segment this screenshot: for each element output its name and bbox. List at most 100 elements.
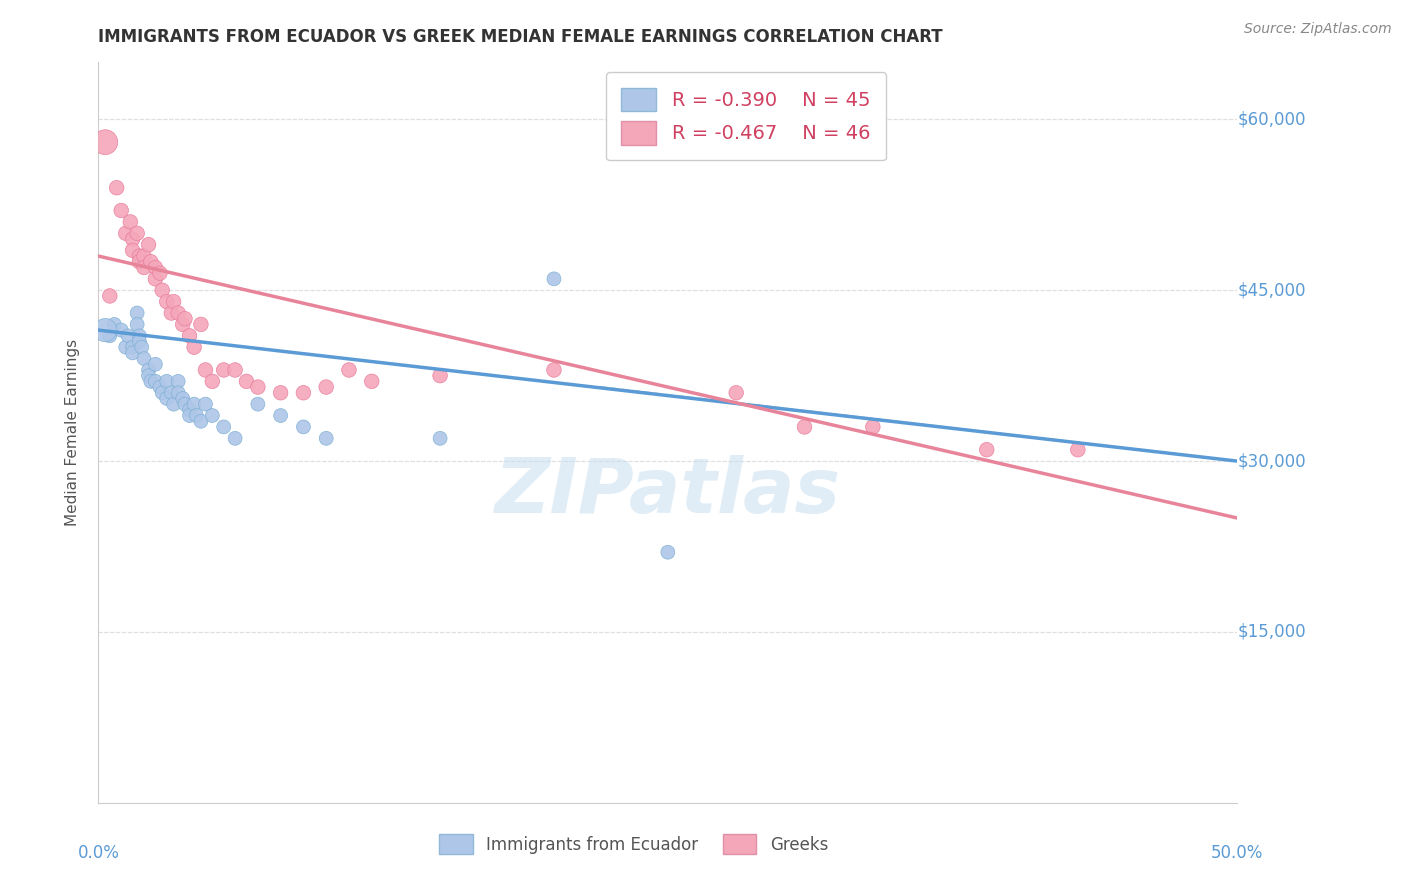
Text: $15,000: $15,000: [1237, 623, 1306, 641]
Point: [121, 244, 143, 258]
Point: [172, 318, 194, 332]
Point: [179, 328, 201, 343]
Point: [114, 340, 136, 354]
Point: [127, 318, 149, 332]
Point: [127, 227, 149, 241]
Point: [145, 357, 167, 371]
Text: ZIPatlas: ZIPatlas: [495, 455, 841, 529]
Point: [150, 385, 173, 400]
Text: $30,000: $30,000: [1237, 452, 1306, 470]
Point: [138, 237, 160, 252]
Y-axis label: Median Female Earnings: Median Female Earnings: [65, 339, 80, 526]
Point: [194, 397, 217, 411]
Point: [183, 397, 205, 411]
Point: [1067, 442, 1090, 457]
Point: [156, 294, 179, 309]
Point: [132, 249, 155, 263]
Point: [149, 380, 172, 394]
Point: [162, 294, 184, 309]
Point: [167, 375, 190, 389]
Point: [145, 272, 167, 286]
Point: [150, 283, 173, 297]
Point: [103, 318, 125, 332]
Point: [337, 363, 360, 377]
Point: [190, 414, 212, 428]
Text: $45,000: $45,000: [1237, 281, 1306, 299]
Point: [145, 375, 167, 389]
Point: [212, 363, 235, 377]
Point: [132, 260, 155, 275]
Point: [270, 385, 292, 400]
Point: [128, 334, 150, 349]
Point: [183, 340, 205, 354]
Point: [94, 135, 117, 149]
Point: [543, 272, 565, 286]
Point: [131, 340, 153, 354]
Point: [121, 340, 143, 354]
Point: [360, 375, 382, 389]
Point: [160, 306, 183, 320]
Point: [429, 431, 451, 445]
Point: [156, 392, 179, 406]
Point: [98, 289, 121, 303]
Point: [128, 254, 150, 268]
Point: [270, 409, 292, 423]
Point: [224, 363, 246, 377]
Point: [246, 397, 269, 411]
Point: [543, 363, 565, 377]
Point: [429, 368, 451, 383]
Point: [127, 306, 149, 320]
Point: [121, 346, 143, 360]
Point: [201, 375, 224, 389]
Point: [139, 375, 162, 389]
Point: [128, 328, 150, 343]
Point: [145, 260, 167, 275]
Text: $60,000: $60,000: [1237, 111, 1306, 128]
Point: [172, 392, 194, 406]
Point: [315, 380, 337, 394]
Point: [201, 409, 224, 423]
Point: [657, 545, 679, 559]
Legend: Immigrants from Ecuador, Greeks: Immigrants from Ecuador, Greeks: [433, 828, 835, 861]
Point: [139, 254, 162, 268]
Point: [235, 375, 257, 389]
Point: [194, 363, 217, 377]
Point: [292, 420, 315, 434]
Text: 50.0%: 50.0%: [1211, 845, 1264, 863]
Point: [179, 402, 201, 417]
Point: [117, 328, 139, 343]
Point: [793, 420, 815, 434]
Point: [121, 232, 143, 246]
Point: [98, 328, 121, 343]
Point: [167, 306, 190, 320]
Point: [190, 318, 212, 332]
Point: [976, 442, 998, 457]
Point: [105, 180, 128, 194]
Point: [94, 323, 117, 337]
Point: [179, 409, 201, 423]
Point: [174, 311, 197, 326]
Point: [292, 385, 315, 400]
Point: [224, 431, 246, 445]
Point: [114, 227, 136, 241]
Point: [862, 420, 884, 434]
Point: [128, 249, 150, 263]
Point: [149, 266, 172, 280]
Point: [156, 375, 179, 389]
Point: [212, 420, 235, 434]
Point: [110, 203, 132, 218]
Point: [167, 385, 190, 400]
Point: [138, 363, 160, 377]
Point: [246, 380, 269, 394]
Point: [174, 397, 197, 411]
Point: [132, 351, 155, 366]
Point: [186, 409, 208, 423]
Point: [160, 385, 183, 400]
Point: [110, 323, 132, 337]
Point: [120, 215, 142, 229]
Point: [725, 385, 748, 400]
Text: IMMIGRANTS FROM ECUADOR VS GREEK MEDIAN FEMALE EARNINGS CORRELATION CHART: IMMIGRANTS FROM ECUADOR VS GREEK MEDIAN …: [98, 28, 943, 45]
Point: [162, 397, 184, 411]
Text: 0.0%: 0.0%: [77, 845, 120, 863]
Point: [315, 431, 337, 445]
